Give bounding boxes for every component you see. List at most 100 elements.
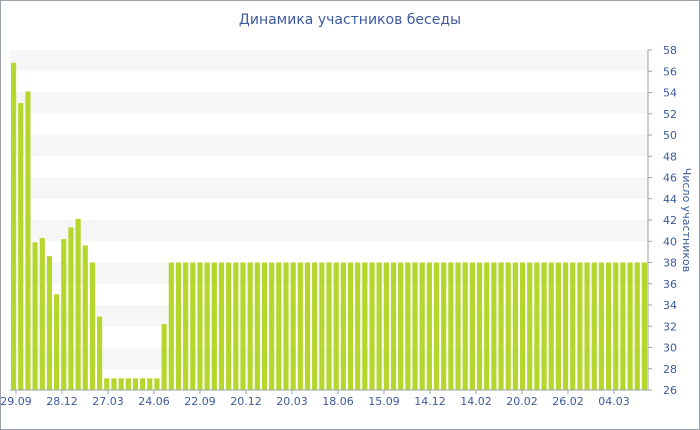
- bar: [591, 262, 597, 390]
- bar: [498, 262, 504, 390]
- bar: [111, 378, 117, 390]
- x-tick-label: 14.02: [460, 395, 492, 408]
- x-tick-label: 20.12: [230, 395, 262, 408]
- chart-title: Динамика участников беседы: [238, 12, 462, 28]
- grid-band: [10, 50, 648, 72]
- y-tick-label: 26: [663, 384, 677, 397]
- bar: [376, 262, 382, 390]
- bar: [577, 262, 583, 390]
- bar: [448, 262, 454, 390]
- bars: [11, 62, 647, 390]
- bar: [555, 262, 561, 390]
- bar: [398, 262, 404, 390]
- y-tick-label: 54: [663, 87, 677, 100]
- bar: [54, 294, 60, 390]
- bar: [233, 262, 239, 390]
- bar: [247, 262, 253, 390]
- bar: [132, 378, 139, 390]
- bar: [269, 262, 275, 390]
- grid-band: [10, 220, 648, 242]
- bar: [197, 262, 203, 390]
- bar: [204, 262, 210, 390]
- bar: [476, 262, 483, 390]
- y-tick-label: 30: [663, 342, 677, 355]
- bar: [140, 378, 146, 390]
- bar: [46, 256, 53, 390]
- bar: [104, 378, 110, 390]
- bar: [32, 242, 38, 390]
- bar: [82, 245, 88, 390]
- bar: [125, 378, 131, 390]
- x-tick-label: 14.12: [414, 395, 446, 408]
- bar: [190, 262, 196, 390]
- y-tick-label: 56: [663, 65, 677, 78]
- x-tick-label: 22.09: [184, 395, 216, 408]
- bar: [18, 103, 24, 390]
- bar: [390, 262, 397, 390]
- bar: [118, 378, 124, 390]
- bar: [519, 262, 526, 390]
- bar: [584, 262, 590, 390]
- bar: [412, 262, 418, 390]
- grid-band: [10, 135, 648, 157]
- bar: [419, 262, 425, 390]
- bar: [283, 262, 289, 390]
- bar: [541, 262, 547, 390]
- bar: [634, 262, 640, 390]
- bar: [491, 262, 497, 390]
- bar: [61, 239, 67, 390]
- x-tick-label: 29.09: [0, 395, 32, 408]
- y-tick-label: 40: [663, 235, 677, 248]
- bar: [211, 262, 217, 390]
- y-tick-label: 32: [663, 320, 677, 333]
- bar: [570, 262, 576, 390]
- bar: [97, 316, 103, 390]
- bar: [484, 262, 490, 390]
- bar: [598, 262, 604, 390]
- bar: [426, 262, 432, 390]
- bar: [333, 262, 339, 390]
- bar: [312, 262, 318, 390]
- bar: [355, 262, 361, 390]
- bar: [147, 378, 153, 390]
- bar: [240, 262, 246, 390]
- y-tick-label: 44: [663, 193, 677, 206]
- x-ticks: 29.09 28.12 27.03 24.06 22.09 20.12 20.03 18.06…: [0, 390, 630, 408]
- bar: [462, 262, 468, 390]
- bar: [326, 262, 332, 390]
- bar: [68, 227, 74, 390]
- x-tick-label: 20.03: [276, 395, 308, 408]
- bar: [226, 262, 232, 390]
- y-axis-title: Число участников: [680, 168, 693, 272]
- x-tick-label: 26.02: [552, 395, 584, 408]
- bar: [154, 378, 160, 390]
- bar: [627, 262, 633, 390]
- y-ticks: 26 28 30 32 34 36 38 40 42 44 46 48 50 52 54 56 58: [648, 44, 677, 397]
- y-tick-label: 46: [663, 172, 677, 185]
- y-tick-label: 42: [663, 214, 677, 227]
- bar: [175, 262, 182, 390]
- y-tick-label: 36: [663, 278, 677, 291]
- y-tick-label: 28: [663, 363, 677, 376]
- y-tick-label: 58: [663, 44, 677, 57]
- grid-band: [10, 177, 648, 199]
- bar: [218, 262, 225, 390]
- bar: [405, 262, 411, 390]
- bar: [290, 262, 296, 390]
- bar: [469, 262, 475, 390]
- bar: [620, 262, 626, 390]
- bar: [605, 262, 612, 390]
- bar: [261, 262, 268, 390]
- bar: [441, 262, 447, 390]
- bar: [641, 262, 647, 390]
- bar: [562, 262, 569, 390]
- x-tick-label: 20.02: [506, 395, 538, 408]
- bar: [340, 262, 346, 390]
- y-tick-label: 52: [663, 108, 677, 121]
- bar: [383, 262, 389, 390]
- bar: [75, 218, 81, 390]
- bar: [254, 262, 260, 390]
- bar: [304, 262, 311, 390]
- bar: [512, 262, 518, 390]
